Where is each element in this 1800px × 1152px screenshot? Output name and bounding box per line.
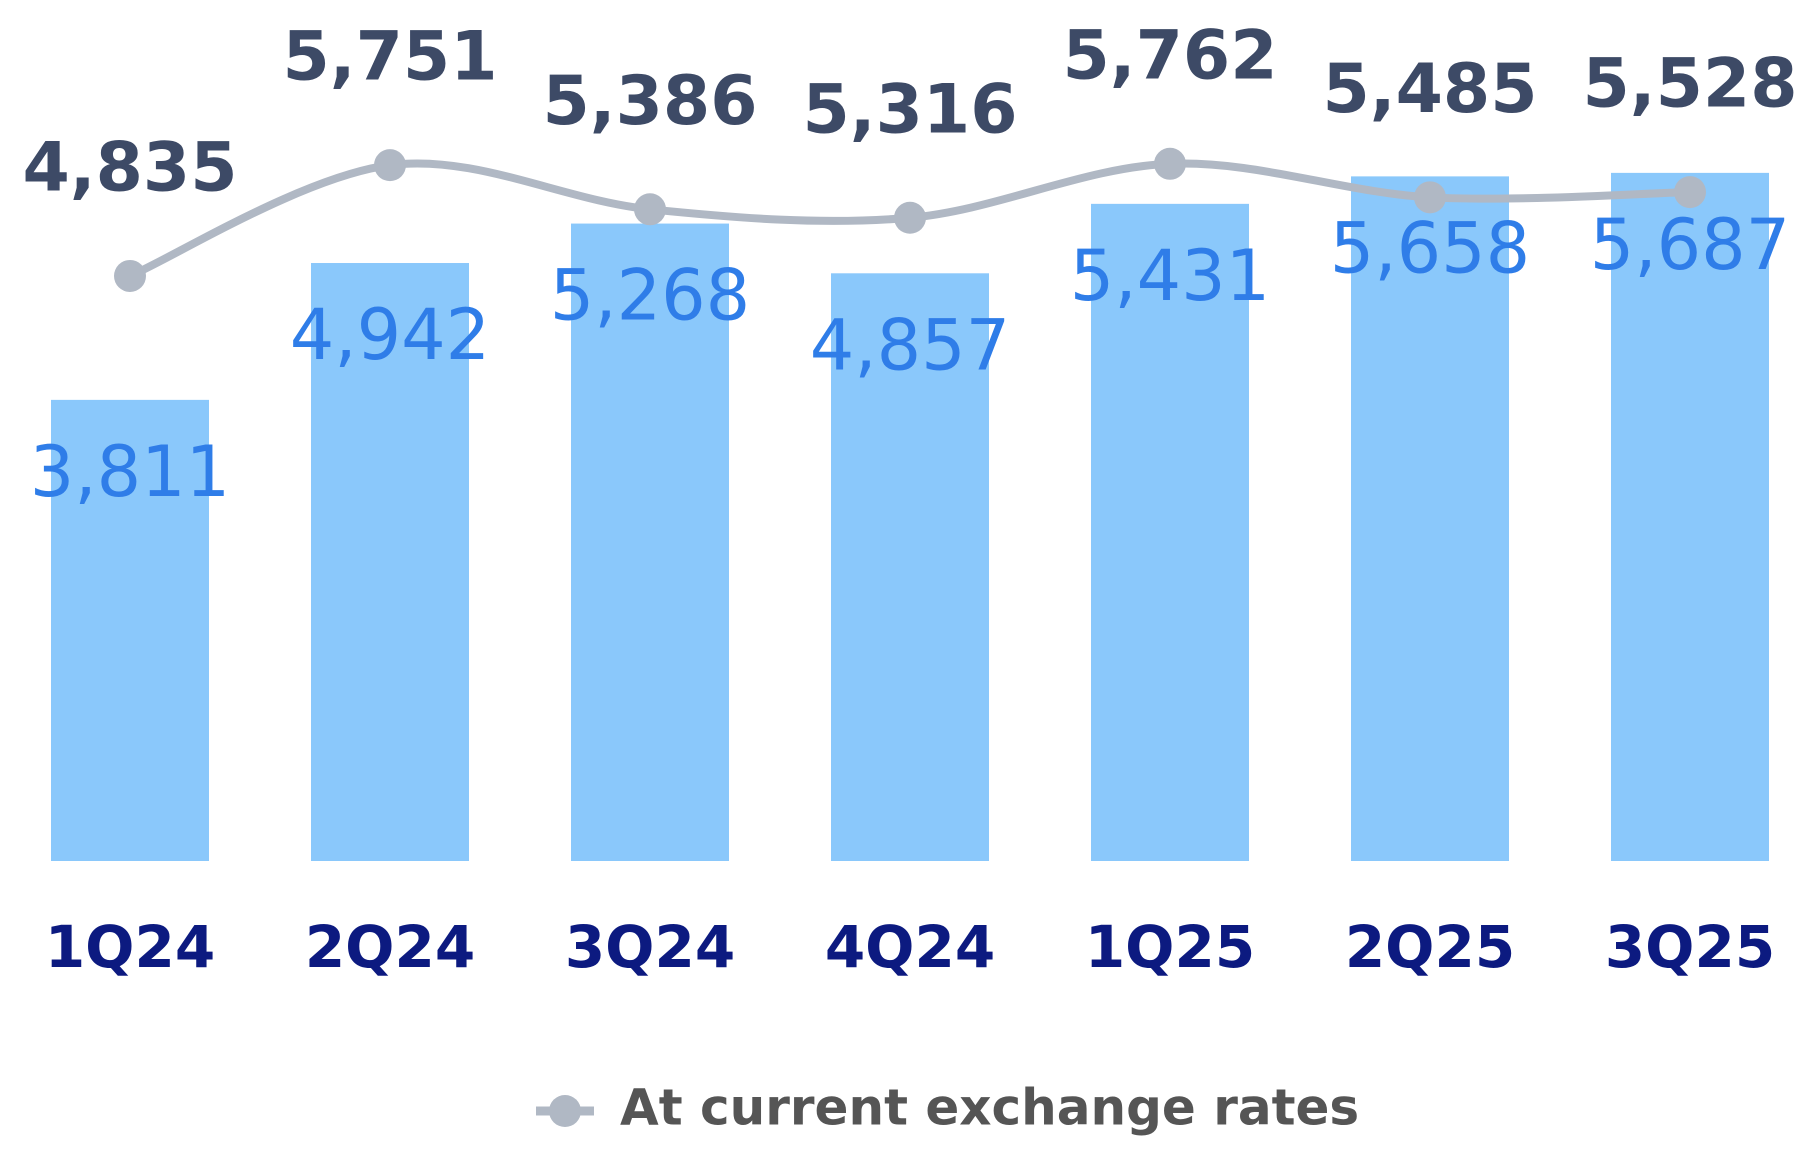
x-tick-label: 3Q25: [1605, 913, 1775, 981]
line-value-label: 5,751: [282, 18, 497, 97]
bar-value-label: 5,268: [550, 255, 750, 337]
x-tick-label: 2Q24: [305, 913, 475, 981]
line-value-label: 5,316: [802, 70, 1017, 149]
bar-value-label: 5,687: [1590, 204, 1790, 286]
line-value-label: 5,762: [1062, 16, 1277, 95]
line-value-label: 4,835: [22, 129, 237, 208]
x-tick-label: 1Q25: [1085, 913, 1255, 981]
line-point: [634, 193, 666, 226]
bar: [831, 273, 989, 862]
legend-label: At current exchange rates: [620, 1079, 1359, 1137]
bar: [571, 223, 729, 861]
line-point: [1154, 147, 1186, 180]
bar: [1091, 203, 1249, 861]
line-point: [374, 149, 406, 182]
bar-value-label: 3,811: [30, 431, 230, 513]
legend: At current exchange rates: [536, 1079, 1359, 1137]
x-tick-label: 4Q24: [825, 913, 995, 981]
line-point: [894, 201, 926, 234]
bar: [1351, 176, 1509, 861]
x-tick-label: 3Q24: [565, 913, 735, 981]
bar: [311, 263, 469, 861]
legend-marker: [549, 1095, 581, 1127]
bar-value-label: 5,658: [1330, 207, 1530, 289]
x-tick-label: 2Q25: [1345, 913, 1515, 981]
bar: [51, 399, 209, 861]
bar-value-label: 5,431: [1070, 235, 1270, 317]
bar-value-label: 4,942: [290, 294, 490, 376]
line-value-label: 5,386: [542, 62, 757, 141]
bar: [1611, 172, 1769, 862]
line-value-label: 5,528: [1582, 45, 1797, 124]
bar-value-label: 4,857: [810, 304, 1010, 386]
line-point: [1674, 176, 1706, 209]
line-point: [114, 259, 146, 292]
line-point: [1414, 181, 1446, 214]
x-tick-label: 1Q24: [45, 913, 215, 981]
line-value-label: 5,485: [1322, 50, 1537, 129]
